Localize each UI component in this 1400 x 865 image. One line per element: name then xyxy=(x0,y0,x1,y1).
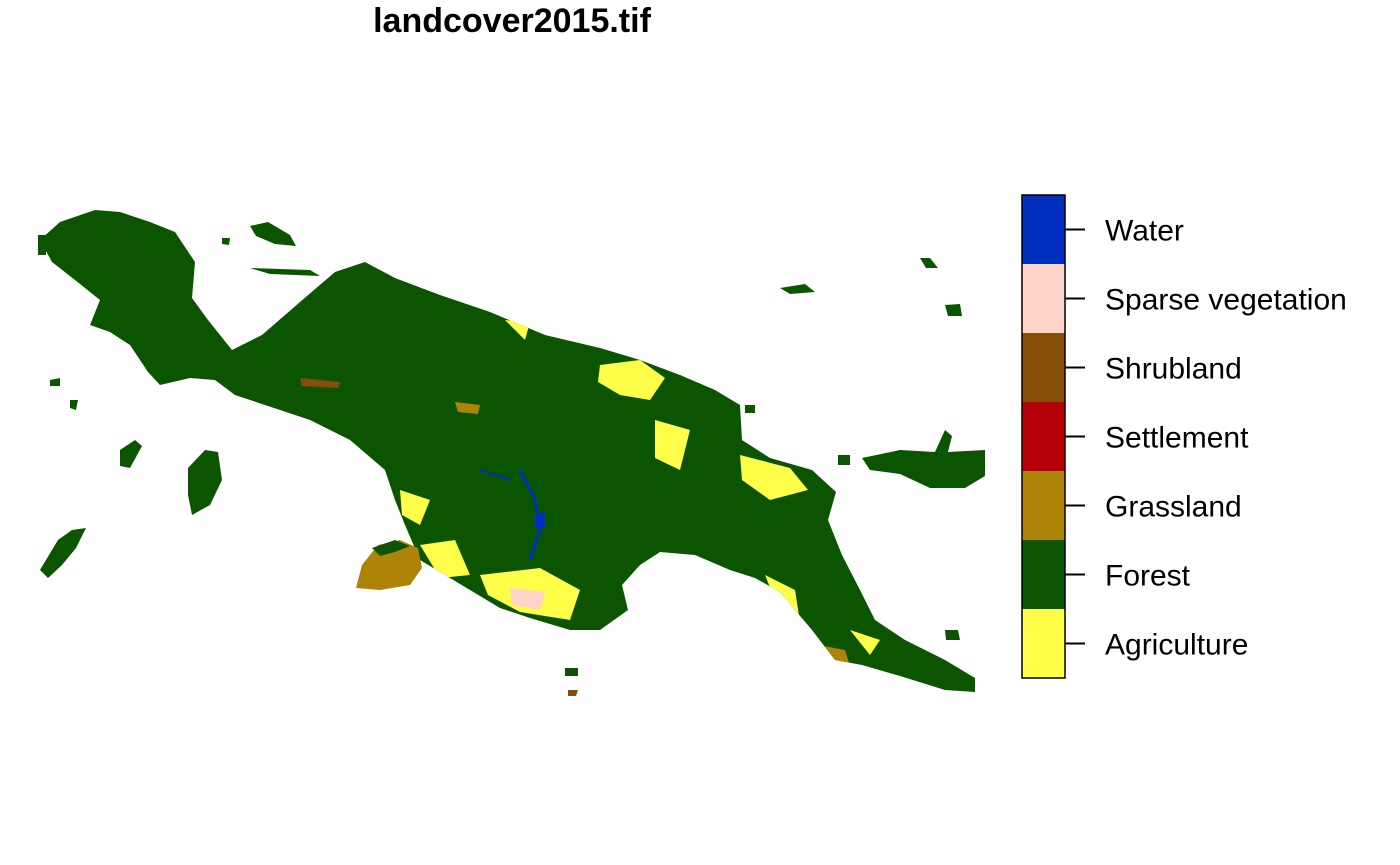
island-aru xyxy=(188,450,222,515)
legend-label: Settlement xyxy=(1105,422,1249,455)
island-waigeo xyxy=(250,222,296,246)
island-small xyxy=(945,304,962,316)
legend-swatch xyxy=(1022,471,1065,540)
legend-swatch xyxy=(1022,402,1065,471)
legend-swatch xyxy=(1022,264,1065,333)
legend-label: Water xyxy=(1105,215,1184,248)
sparse-vegetation-patch xyxy=(510,588,545,610)
legend-border xyxy=(1021,194,1066,679)
landcover-raster xyxy=(38,210,985,696)
shrubland-patch xyxy=(300,378,340,388)
legend-label: Sparse vegetation xyxy=(1105,284,1347,317)
agriculture-patch xyxy=(420,540,470,578)
agriculture-patch xyxy=(740,455,808,500)
island-small xyxy=(120,440,142,468)
legend-label: Shrubland xyxy=(1105,353,1242,386)
island-small xyxy=(70,400,78,410)
mainland-landmass xyxy=(40,210,975,692)
grassland-patch xyxy=(455,402,480,414)
island-small xyxy=(838,455,850,465)
agriculture-patch xyxy=(400,490,430,525)
legend-swatch xyxy=(1022,333,1065,402)
island-yapen xyxy=(250,268,320,276)
agriculture-patch xyxy=(598,360,665,400)
legend-swatch xyxy=(1022,540,1065,609)
island-small xyxy=(745,405,755,413)
legend: Water Sparse vegetation Shrubland Settlemen… xyxy=(1021,194,1347,679)
agriculture-patch xyxy=(655,420,690,470)
island-forest-edge xyxy=(372,540,410,556)
island-small xyxy=(50,378,60,386)
water-lake xyxy=(535,512,545,528)
island-new-britain xyxy=(862,430,985,488)
island-small xyxy=(920,258,938,268)
legend-swatch xyxy=(1022,609,1065,678)
legend-swatch xyxy=(1022,195,1065,264)
island-grassland xyxy=(356,540,422,590)
island-tanimbar xyxy=(40,528,86,578)
water-river xyxy=(479,469,511,481)
legend-label: Grassland xyxy=(1105,491,1242,524)
island-misool xyxy=(38,235,46,255)
agriculture-patch xyxy=(850,630,880,655)
island-small xyxy=(945,630,960,640)
island-small xyxy=(222,238,230,245)
island-biak xyxy=(780,284,815,294)
island-small xyxy=(568,690,578,696)
legend-label: Agriculture xyxy=(1105,629,1248,662)
legend-label: Forest xyxy=(1105,560,1191,593)
map-title: landcover2015.tif xyxy=(373,2,651,40)
island-small xyxy=(565,668,578,676)
